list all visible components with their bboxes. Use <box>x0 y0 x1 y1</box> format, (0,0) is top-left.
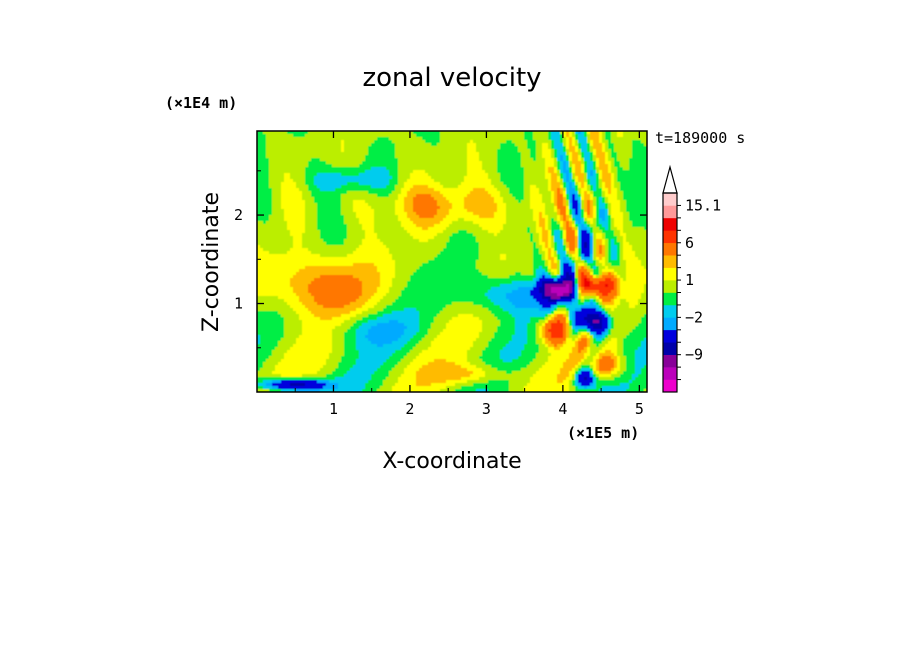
colorbar-tick-label: 15.1 <box>685 196 721 214</box>
x-tick-label: 4 <box>558 400 567 418</box>
colorbar-swatch <box>663 379 677 393</box>
y-axis: 12 <box>234 170 647 349</box>
x-tick-label: 5 <box>635 400 644 418</box>
colorbar-swatch <box>663 280 677 293</box>
colorbar-swatch <box>663 354 677 368</box>
colorbar-swatch <box>663 230 677 244</box>
x-axis-label: X-coordinate <box>382 449 521 474</box>
x-axis: 1 2 3 4 5 <box>294 131 644 418</box>
time-label: t=189000 s <box>655 129 745 147</box>
colorbar-swatch <box>663 255 677 268</box>
colorbar: −9 −2 1 6 15.1 <box>662 164 721 393</box>
colorbar-tick-label: −2 <box>685 308 703 326</box>
colorbar-swatch <box>663 193 677 206</box>
colorbar-swatch <box>663 217 677 231</box>
colorbar-swatch <box>663 317 677 331</box>
colorbar-swatch <box>663 292 677 306</box>
y-multiplier-label: (×1E4 m) <box>165 94 237 112</box>
y-tick-label: 2 <box>234 206 243 224</box>
colorbar-tick-label: −9 <box>685 346 703 364</box>
velocity-field <box>257 131 647 392</box>
y-axis-label: Z-coordinate <box>199 192 224 332</box>
x-tick-label: 1 <box>329 400 338 418</box>
y-tick-label: 1 <box>234 295 243 313</box>
x-tick-label: 2 <box>405 400 414 418</box>
colorbar-swatch <box>663 342 677 355</box>
x-multiplier-label: (×1E5 m) <box>567 424 639 442</box>
colorbar-tick-label: 6 <box>685 234 694 252</box>
chart-title: zonal velocity <box>362 63 541 93</box>
plot-frame <box>256 130 648 393</box>
colorbar-swatch <box>663 329 677 343</box>
colorbar-swatch <box>663 367 677 380</box>
colorbar-tick-label: 1 <box>685 271 694 289</box>
colorbar-swatch <box>663 242 677 256</box>
x-tick-label: 3 <box>482 400 491 418</box>
colorbar-swatch <box>663 205 677 219</box>
colorbar-swatch <box>663 304 677 318</box>
colorbar-extend-arrow <box>662 164 678 194</box>
colorbar-swatch <box>663 267 677 281</box>
